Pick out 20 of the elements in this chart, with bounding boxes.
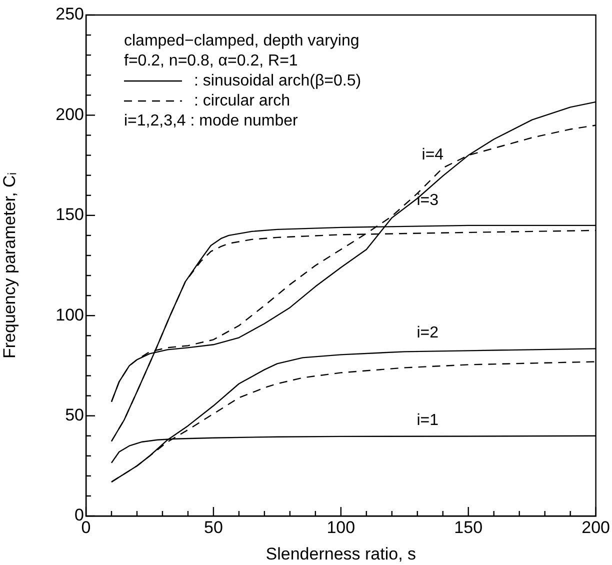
y-tick-label: 250 [56,4,84,24]
legend-label: : sinusoidal arch(β=0.5) [194,72,362,90]
annotation: f=0.2, n=0.8, α=0.2, R=1 [124,52,298,70]
x-tick-label: 100 [326,518,356,537]
annotation: i=1 [416,412,439,430]
y-tick-label: 100 [56,305,84,324]
annotation: i=1,2,3,4 : mode number [124,112,299,130]
annotation: i=2 [416,324,439,342]
y-tick-label: 50 [65,405,84,424]
y-axis-title: Frequency parameter, Cᵢ [0,172,19,358]
y-tick-label: 200 [56,104,84,124]
annotation: i=4 [422,146,444,164]
annotation: clamped−clamped, depth varying [124,32,360,50]
x-tick-label: 50 [204,518,223,537]
x-tick-label: 200 [582,518,610,537]
legend-label: : circular arch [194,92,290,110]
y-tick-label: 150 [56,205,84,224]
x-tick-label: 150 [454,518,483,537]
annotation: i=3 [416,192,439,209]
x-axis-title: Slenderness ratio, s [266,544,416,564]
